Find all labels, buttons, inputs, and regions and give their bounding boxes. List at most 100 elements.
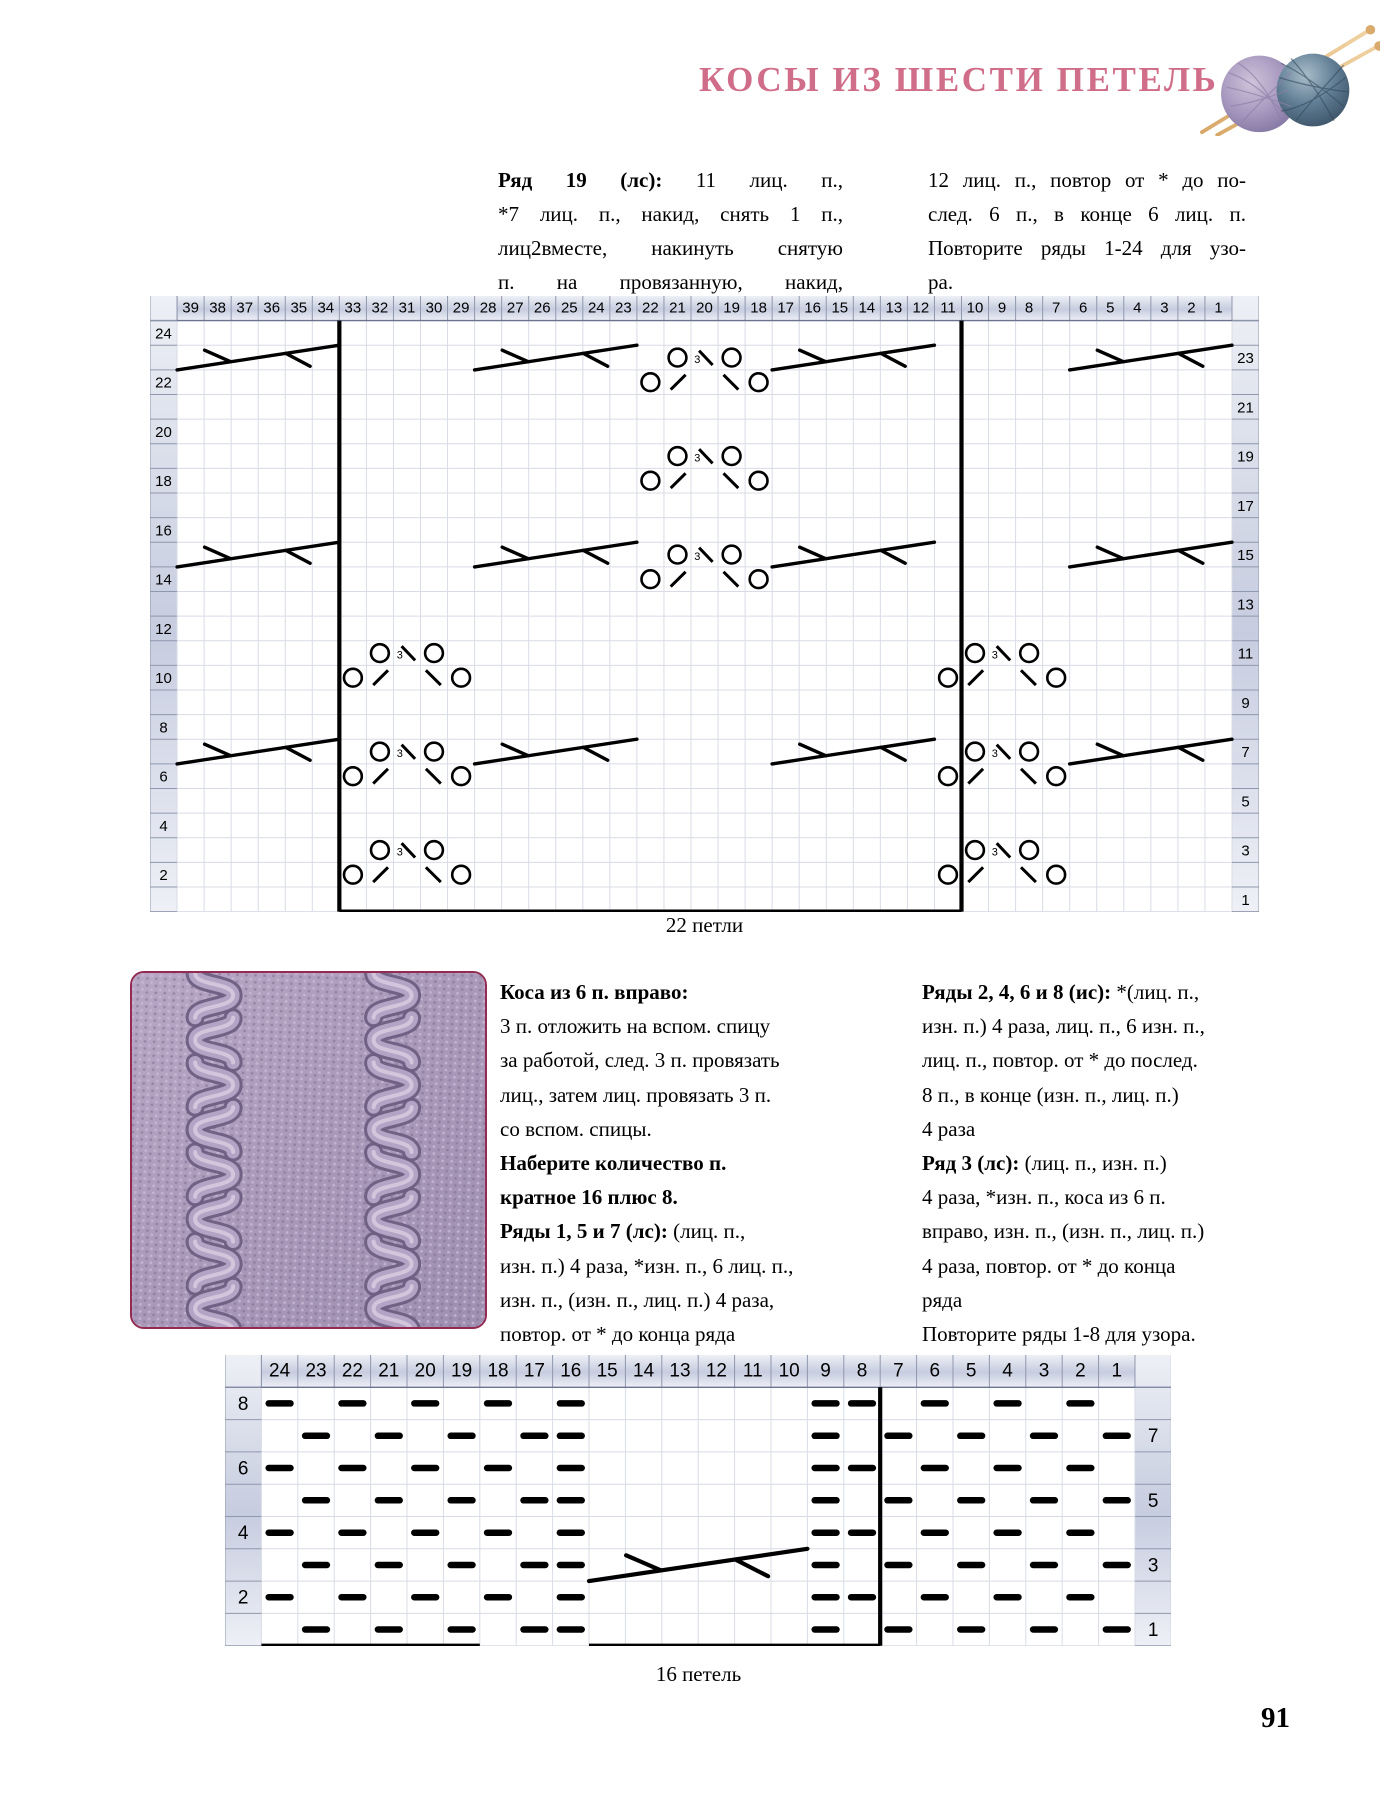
svg-text:4: 4 (238, 1523, 249, 1544)
svg-text:22: 22 (642, 300, 659, 317)
svg-text:13: 13 (886, 300, 903, 317)
svg-text:8: 8 (159, 719, 167, 736)
svg-text:13: 13 (669, 1360, 690, 1381)
svg-text:10: 10 (155, 670, 172, 687)
svg-text:38: 38 (209, 300, 226, 317)
svg-text:3: 3 (694, 452, 700, 464)
svg-text:9: 9 (1241, 695, 1249, 712)
svg-text:10: 10 (967, 300, 984, 317)
svg-text:7: 7 (1148, 1426, 1159, 1447)
svg-text:15: 15 (597, 1360, 618, 1381)
svg-text:11: 11 (743, 1360, 763, 1381)
svg-text:18: 18 (155, 473, 172, 490)
svg-text:3: 3 (397, 846, 403, 858)
svg-text:15: 15 (1237, 547, 1254, 564)
svg-text:2: 2 (1187, 300, 1195, 317)
svg-text:3: 3 (1160, 300, 1168, 317)
svg-text:16: 16 (155, 522, 172, 539)
svg-text:17: 17 (1237, 498, 1254, 515)
svg-text:36: 36 (263, 300, 280, 317)
svg-text:22: 22 (342, 1360, 363, 1381)
svg-text:12: 12 (155, 621, 172, 638)
svg-text:13: 13 (1237, 596, 1254, 613)
svg-text:3: 3 (1039, 1360, 1050, 1381)
svg-text:24: 24 (155, 325, 172, 342)
svg-text:6: 6 (1079, 300, 1087, 317)
svg-text:23: 23 (615, 300, 632, 317)
svg-text:7: 7 (1052, 300, 1060, 317)
svg-text:2: 2 (238, 1588, 249, 1609)
svg-text:16: 16 (560, 1360, 581, 1381)
svg-text:28: 28 (480, 300, 497, 317)
svg-text:34: 34 (317, 300, 334, 317)
svg-text:1: 1 (1148, 1620, 1159, 1641)
svg-text:17: 17 (777, 300, 794, 317)
svg-text:15: 15 (831, 300, 848, 317)
svg-text:11: 11 (1238, 646, 1254, 663)
svg-text:7: 7 (893, 1360, 904, 1381)
svg-text:4: 4 (1133, 300, 1141, 317)
svg-text:7: 7 (1241, 744, 1249, 761)
svg-text:12: 12 (706, 1360, 727, 1381)
svg-text:11: 11 (940, 300, 956, 317)
svg-text:25: 25 (561, 300, 578, 317)
svg-text:5: 5 (1106, 300, 1114, 317)
svg-text:9: 9 (998, 300, 1006, 317)
svg-text:24: 24 (269, 1360, 290, 1381)
svg-text:37: 37 (236, 300, 253, 317)
svg-text:3: 3 (992, 846, 998, 858)
svg-text:20: 20 (155, 424, 172, 441)
svg-text:21: 21 (1237, 399, 1254, 416)
svg-text:3: 3 (992, 649, 998, 661)
svg-text:21: 21 (669, 300, 686, 317)
svg-text:1: 1 (1214, 300, 1222, 317)
svg-text:29: 29 (453, 300, 470, 317)
svg-text:8: 8 (857, 1360, 868, 1381)
svg-text:24: 24 (588, 300, 605, 317)
svg-text:1: 1 (1241, 892, 1249, 909)
svg-text:2: 2 (159, 867, 167, 884)
svg-text:18: 18 (487, 1360, 508, 1381)
svg-text:39: 39 (182, 300, 199, 317)
svg-text:17: 17 (524, 1360, 545, 1381)
svg-text:12: 12 (913, 300, 930, 317)
svg-text:19: 19 (1237, 449, 1254, 466)
svg-text:18: 18 (750, 300, 767, 317)
svg-text:16: 16 (804, 300, 821, 317)
svg-text:35: 35 (290, 300, 307, 317)
svg-text:23: 23 (1237, 350, 1254, 367)
svg-text:32: 32 (372, 300, 389, 317)
svg-text:3: 3 (1241, 843, 1249, 860)
svg-text:31: 31 (399, 300, 416, 317)
svg-text:14: 14 (858, 300, 875, 317)
svg-text:8: 8 (238, 1394, 249, 1415)
svg-text:20: 20 (696, 300, 713, 317)
svg-text:3: 3 (694, 354, 700, 366)
svg-text:3: 3 (992, 748, 998, 760)
svg-text:3: 3 (694, 551, 700, 563)
svg-text:5: 5 (1241, 793, 1249, 810)
svg-text:27: 27 (507, 300, 524, 317)
svg-text:23: 23 (305, 1360, 326, 1381)
svg-text:1: 1 (1111, 1360, 1122, 1381)
svg-text:4: 4 (1002, 1360, 1013, 1381)
svg-text:20: 20 (415, 1360, 436, 1381)
svg-text:9: 9 (820, 1360, 831, 1381)
svg-text:8: 8 (1025, 300, 1033, 317)
svg-text:21: 21 (378, 1360, 399, 1381)
svg-text:3: 3 (1148, 1555, 1159, 1576)
svg-text:30: 30 (426, 300, 443, 317)
svg-text:6: 6 (930, 1360, 941, 1381)
svg-text:19: 19 (723, 300, 740, 317)
svg-text:26: 26 (534, 300, 551, 317)
svg-text:14: 14 (633, 1360, 654, 1381)
svg-text:6: 6 (159, 769, 167, 786)
svg-text:5: 5 (1148, 1491, 1159, 1512)
svg-text:19: 19 (451, 1360, 472, 1381)
svg-text:5: 5 (966, 1360, 977, 1381)
svg-text:3: 3 (397, 748, 403, 760)
svg-text:3: 3 (397, 649, 403, 661)
svg-text:22: 22 (155, 375, 172, 392)
svg-text:33: 33 (345, 300, 362, 317)
svg-text:10: 10 (779, 1360, 800, 1381)
